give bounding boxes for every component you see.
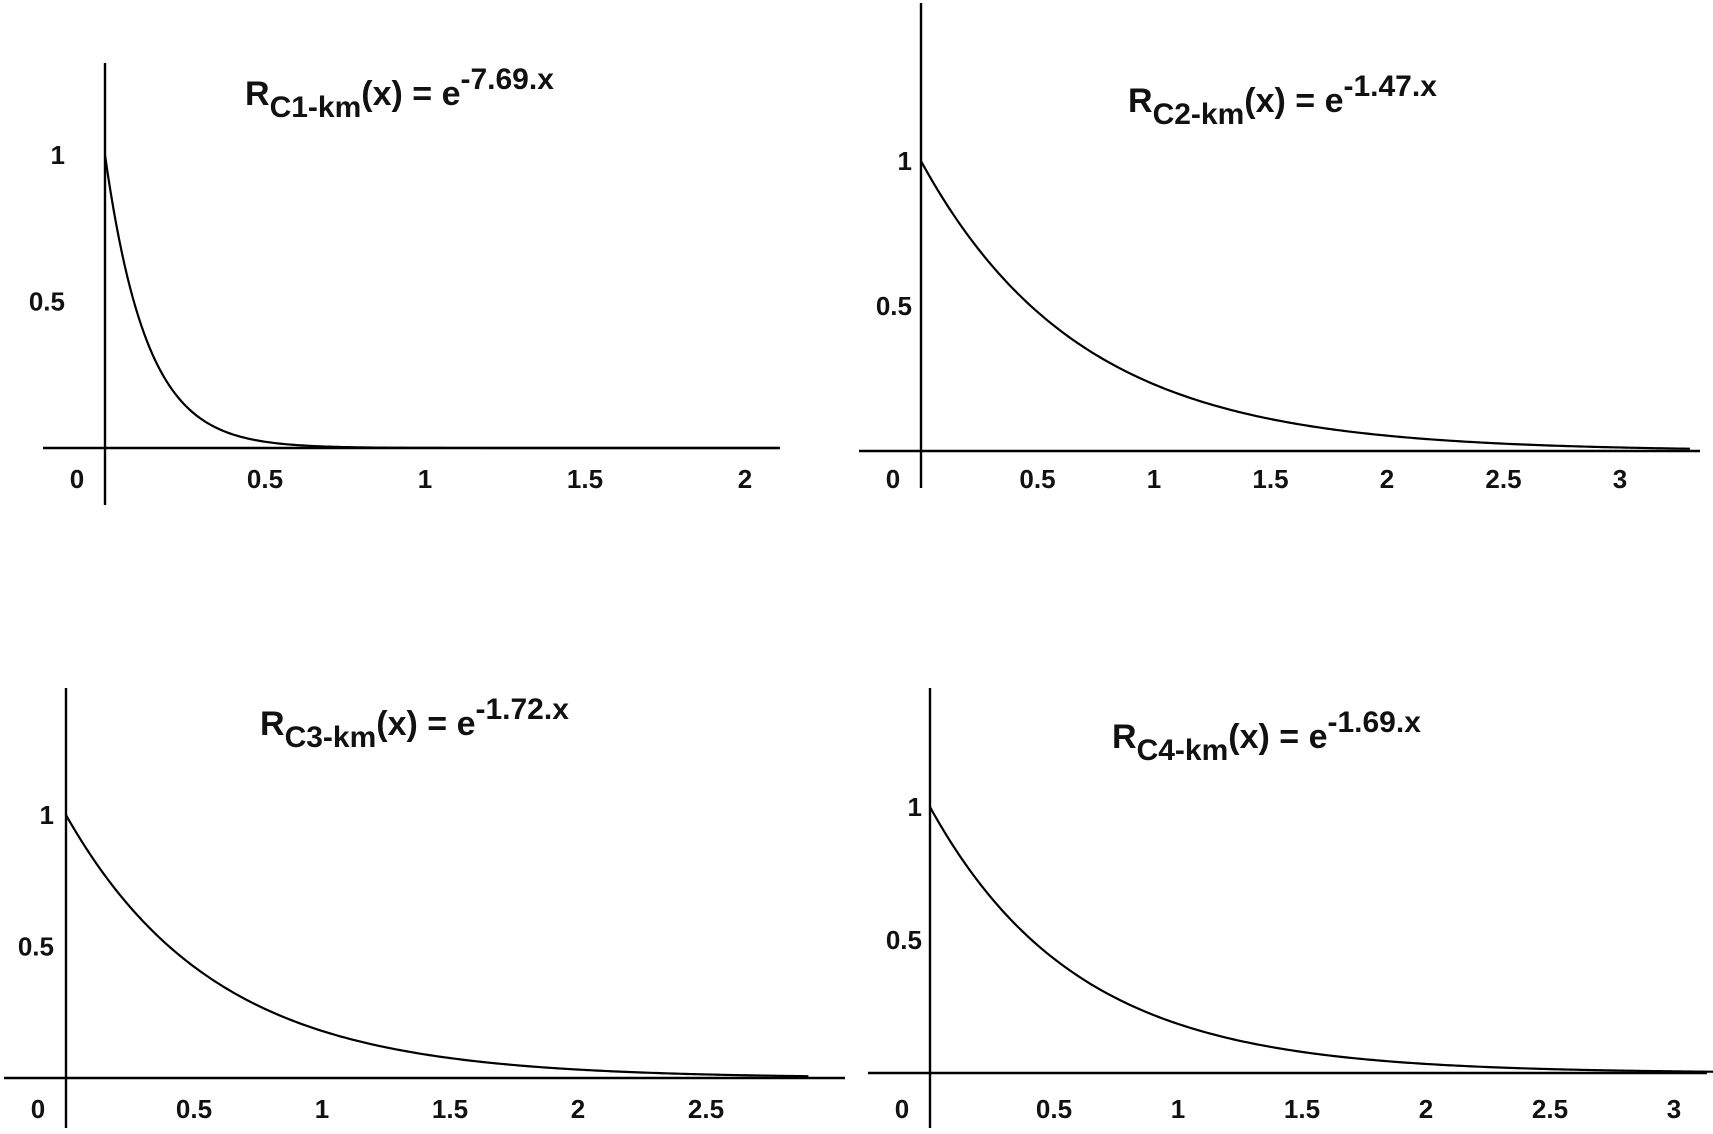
x-tick-label: 2.5 bbox=[1485, 464, 1521, 494]
title-superscript: -1.69.x bbox=[1327, 706, 1421, 739]
title-subscript: C1-km bbox=[270, 91, 362, 124]
x-tick-label: 1 bbox=[1147, 464, 1161, 494]
x-tick-label: 0 bbox=[895, 1094, 909, 1124]
chart-panel-4: 0 0.5 1 1.5 2 2.5 3 0.5 1 RC4-km(x) = e-1.69.x bbox=[868, 688, 1713, 1128]
x-tick-label: 2.5 bbox=[688, 1094, 724, 1124]
x-tick-label: 2.5 bbox=[1532, 1094, 1568, 1124]
x-tick-label: 1 bbox=[418, 464, 432, 494]
x-tick-label: 0.5 bbox=[247, 464, 283, 494]
y-tick-label: 1 bbox=[898, 146, 912, 176]
title-superscript: -1.47.x bbox=[1343, 70, 1437, 103]
x-tick-label: 3 bbox=[1613, 464, 1627, 494]
title-subscript: C3-km bbox=[285, 721, 377, 754]
x-tick-label: 2 bbox=[1380, 464, 1394, 494]
x-tick-label: 2 bbox=[738, 464, 752, 494]
chart-title: RC2-km(x) = e-1.47.x bbox=[1128, 70, 1437, 131]
x-tick-label: 0.5 bbox=[1036, 1094, 1072, 1124]
y-tick-label: 0.5 bbox=[18, 932, 54, 962]
y-tick-label: 0.5 bbox=[876, 291, 912, 321]
x-tick-label: 0 bbox=[70, 464, 84, 494]
series-line bbox=[103, 154, 777, 450]
x-tick-label: 1.5 bbox=[567, 464, 603, 494]
x-tick-label: 0.5 bbox=[176, 1094, 212, 1124]
title-base: R bbox=[1112, 718, 1137, 756]
x-tick-label: 1.5 bbox=[432, 1094, 468, 1124]
x-tick-label: 0 bbox=[886, 464, 900, 494]
chart-panel-3: 0 0.5 1 1.5 2 2.5 0.5 1 RC3-km(x) = e-1.72.x bbox=[4, 688, 845, 1128]
x-tick-label: 1.5 bbox=[1284, 1094, 1320, 1124]
title-main: (x) = e bbox=[1244, 82, 1343, 120]
title-superscript: -7.69.x bbox=[460, 63, 554, 96]
chart-title: RC1-km(x) = e-7.69.x bbox=[245, 63, 554, 124]
y-tick-label: 0.5 bbox=[886, 925, 922, 955]
series-line bbox=[920, 160, 1690, 450]
x-tick-label: 1 bbox=[315, 1094, 329, 1124]
title-base: R bbox=[245, 75, 270, 113]
title-main: (x) = e bbox=[361, 75, 460, 113]
title-subscript: C2-km bbox=[1153, 98, 1245, 131]
title-main: (x) = e bbox=[376, 705, 475, 743]
y-tick-label: 1 bbox=[40, 800, 54, 830]
x-tick-label: 0.5 bbox=[1019, 464, 1055, 494]
x-tick-label: 3 bbox=[1667, 1094, 1681, 1124]
x-tick-label: 1 bbox=[1171, 1094, 1185, 1124]
y-tick-label: 1 bbox=[51, 140, 65, 170]
x-tick-label: 1.5 bbox=[1252, 464, 1288, 494]
x-tick-label: 2 bbox=[571, 1094, 585, 1124]
chart-panel-1: 0 0.5 1 1.5 2 0.5 1 RC1-km(x) = e-7.69.x bbox=[29, 63, 780, 505]
title-subscript: C4-km bbox=[1137, 734, 1229, 767]
chart-panel-2: 0 0.5 1 1.5 2 2.5 3 0.5 1 RC2-km(x) = e-1.47.x bbox=[859, 3, 1700, 494]
title-base: R bbox=[1128, 82, 1153, 120]
series-line bbox=[65, 814, 809, 1078]
x-tick-label: 0 bbox=[31, 1094, 45, 1124]
y-tick-label: 1 bbox=[908, 792, 922, 822]
title-superscript: -1.72.x bbox=[475, 693, 569, 726]
series-line bbox=[929, 806, 1713, 1073]
x-tick-label: 2 bbox=[1419, 1094, 1433, 1124]
y-tick-label: 0.5 bbox=[29, 287, 65, 317]
chart-title: RC3-km(x) = e-1.72.x bbox=[260, 693, 569, 754]
chart-title: RC4-km(x) = e-1.69.x bbox=[1112, 706, 1421, 767]
title-base: R bbox=[260, 705, 285, 743]
title-main: (x) = e bbox=[1228, 718, 1327, 756]
